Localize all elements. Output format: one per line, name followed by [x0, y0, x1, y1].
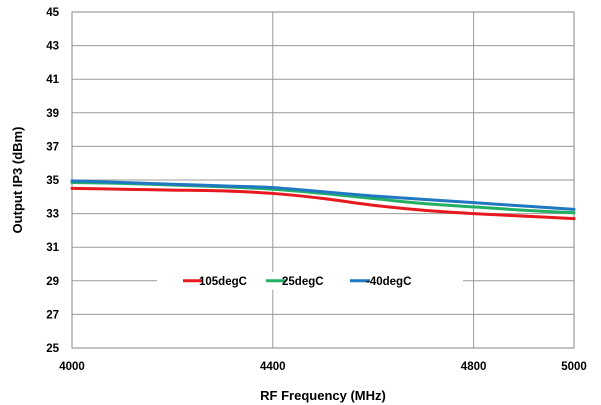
y-tick-label: 37 — [46, 141, 59, 153]
y-axis-title: Output IP3 (dBm) — [10, 127, 25, 234]
legend-label: 25degC — [282, 276, 324, 288]
y-tick-label: 31 — [46, 242, 59, 254]
y-tick-label: 29 — [46, 276, 59, 288]
series-line — [70, 179, 576, 211]
y-axis-ticks: 25 27 29 31 33 35 37 39 41 43 45 — [46, 7, 59, 355]
x-tick-label: 4800 — [461, 361, 487, 373]
x-axis-ticks: 4000 4400 4800 5000 — [59, 361, 587, 373]
series-line — [70, 186, 576, 221]
x-tick-label: 4000 — [59, 361, 85, 373]
x-axis-title: RF Frequency (MHz) — [260, 388, 386, 403]
y-tick-label: 25 — [46, 343, 59, 355]
legend: 105degC 25degC -40degC — [157, 271, 463, 290]
legend-label: -40degC — [366, 276, 411, 288]
y-tick-label: 27 — [46, 309, 59, 321]
y-tick-label: 43 — [46, 41, 59, 53]
y-tick-label: 39 — [46, 108, 59, 120]
y-tick-label: 45 — [46, 7, 59, 19]
y-tick-label: 33 — [46, 209, 59, 221]
grid — [71, 11, 575, 349]
series-group — [70, 179, 576, 221]
legend-box — [157, 271, 463, 290]
y-tick-label: 35 — [46, 175, 59, 187]
legend-label: 105degC — [199, 276, 247, 288]
y-tick-label: 41 — [46, 74, 59, 86]
x-tick-label: 4400 — [260, 361, 286, 373]
x-tick-label: 5000 — [561, 361, 587, 373]
